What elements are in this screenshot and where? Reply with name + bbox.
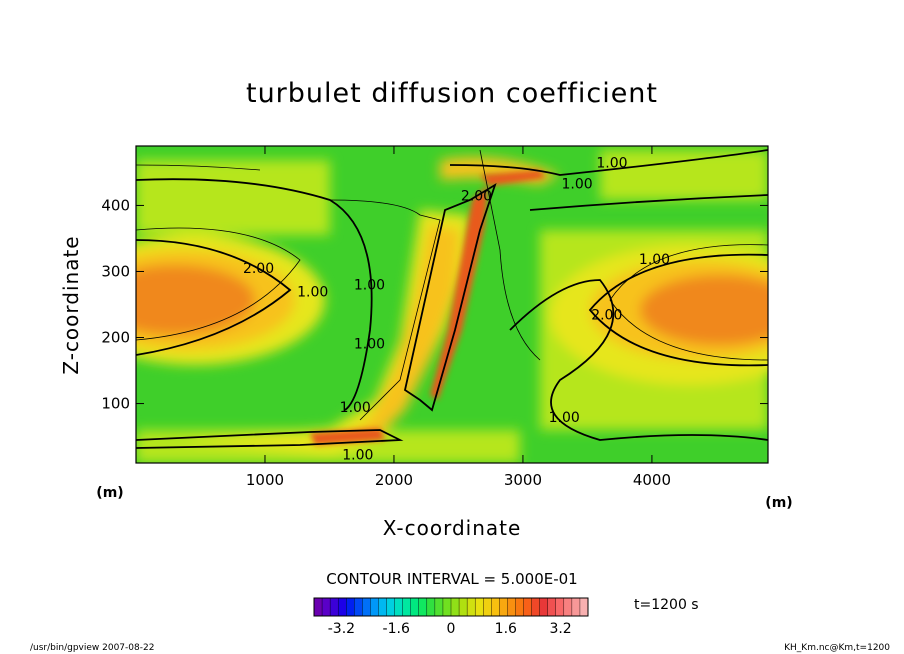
- colorbar-cell: [458, 597, 468, 617]
- chart-title: turbulet diffusion coefficient: [246, 78, 658, 109]
- colorbar-tick-label: -3.2: [328, 621, 355, 637]
- colorbar-cell: [410, 597, 420, 617]
- contour-label: 1.00: [354, 336, 385, 352]
- y-tick-label: 100: [101, 395, 130, 413]
- colorbar-cell: [555, 597, 565, 617]
- x-tick-label: 4000: [633, 471, 671, 489]
- colorbar-cell: [515, 597, 525, 617]
- y-tick-label: 300: [101, 262, 130, 280]
- colorbar-cell: [337, 597, 347, 617]
- x-axis-label: X-coordinate: [383, 516, 522, 540]
- colorbar-tick-label: 1.6: [495, 621, 517, 637]
- x-tick-label: 1000: [246, 471, 284, 489]
- contour-label: 1.00: [340, 400, 371, 416]
- y-tick-label: 200: [101, 329, 130, 347]
- contour-label: 1.00: [342, 447, 373, 463]
- footer-left: /usr/bin/gpview 2007-08-22: [30, 643, 154, 653]
- colorbar-cell: [450, 597, 460, 617]
- x-tick-label: 2000: [375, 471, 413, 489]
- colorbar-cell: [386, 597, 396, 617]
- colorbar-cell: [418, 597, 428, 617]
- colorbar-cell: [563, 597, 573, 617]
- contour-labels: 1.001.002.001.002.001.00 1.002.001.001.00…: [243, 156, 670, 463]
- footer-right: KH_Km.nc@Km,t=1200: [784, 643, 890, 653]
- colorbar-cell: [499, 597, 508, 617]
- colorbar-cell: [531, 597, 541, 617]
- colorbar-cell: [491, 597, 500, 617]
- contour-label: 1.00: [297, 284, 328, 300]
- colorbar-cell: [426, 597, 436, 617]
- y-axis-unit: (m): [765, 495, 792, 511]
- x-axis-ticks: 1000 2000 3000 4000: [246, 146, 671, 489]
- heatmap-field: [136, 146, 768, 463]
- colorbar: [313, 597, 589, 617]
- contour-interval-label: CONTOUR INTERVAL = 5.000E-01: [326, 570, 577, 588]
- contour-label: 1.00: [596, 156, 627, 172]
- colorbar-cell: [571, 597, 581, 617]
- colorbar-ticks: -3.2 -1.6 0 1.6 3.2: [328, 621, 572, 637]
- y-tick-label: 400: [101, 196, 130, 214]
- contour-label: 2.00: [461, 189, 492, 205]
- colorbar-cell: [354, 597, 363, 617]
- colorbar-cell: [362, 597, 371, 617]
- contour-label: 1.00: [354, 278, 385, 294]
- x-tick-label: 3000: [504, 471, 542, 489]
- colorbar-cell: [507, 597, 516, 617]
- colorbar-cell: [313, 597, 323, 617]
- contour-label: 1.00: [639, 252, 670, 268]
- colorbar-cell: [579, 597, 589, 617]
- colorbar-cell: [547, 597, 557, 617]
- colorbar-cell: [442, 597, 452, 617]
- colorbar-cell: [539, 597, 549, 617]
- y-axis-ticks: 100 200 300 400: [101, 196, 768, 413]
- plot-frame: [135, 145, 769, 464]
- colorbar-frame: [313, 597, 589, 617]
- contour-lines: [136, 149, 768, 449]
- colorbar-cell: [483, 597, 492, 617]
- colorbar-tick-label: -1.6: [383, 621, 410, 637]
- contour-label: 2.00: [591, 307, 622, 323]
- colorbar-tick-label: 3.2: [549, 621, 571, 637]
- colorbar-cell: [523, 597, 533, 617]
- colorbar-cell: [346, 597, 355, 617]
- colorbar-cell: [394, 597, 404, 617]
- time-label: t=1200 s: [634, 597, 699, 613]
- colorbar-cell: [370, 597, 379, 617]
- colorbar-cell: [329, 597, 339, 617]
- contour-label: 2.00: [243, 261, 274, 277]
- contour-label: 1.00: [549, 410, 580, 426]
- colorbar-cell: [321, 597, 331, 617]
- colorbar-cell: [402, 597, 412, 617]
- x-axis-unit: (m): [96, 485, 123, 501]
- colorbar-cell: [378, 597, 388, 617]
- colorbar-cell: [434, 597, 444, 617]
- colorbar-tick-label: 0: [447, 621, 456, 637]
- contour-label: 1.00: [562, 177, 593, 193]
- y-axis-label: Z-coordinate: [59, 235, 83, 374]
- colorbar-cell: [474, 597, 484, 617]
- colorbar-cell: [466, 597, 476, 617]
